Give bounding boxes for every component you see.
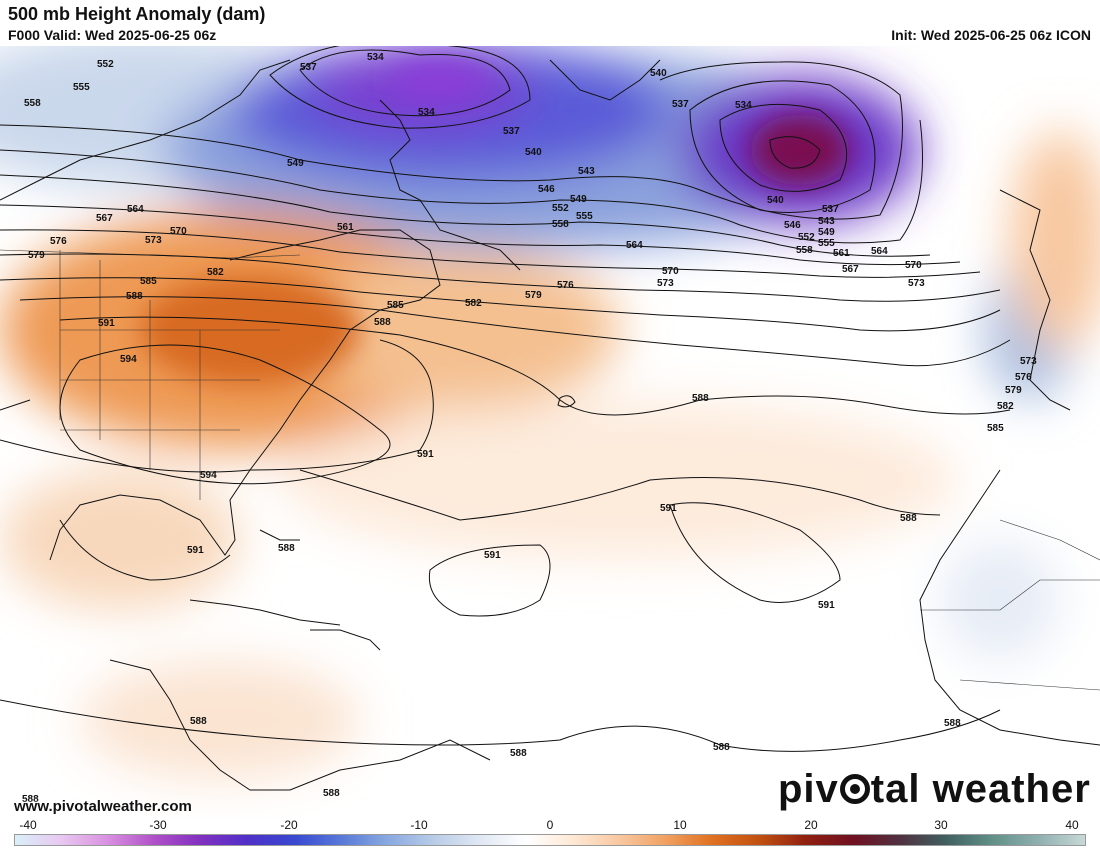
- contour-label: 570: [905, 260, 922, 271]
- contour-label: 549: [818, 227, 835, 238]
- contour-label: 534: [367, 52, 384, 63]
- contour-label: 588: [323, 788, 340, 799]
- contour-label: 573: [908, 278, 925, 289]
- contour-label: 543: [818, 216, 835, 227]
- coastlines: [0, 59, 1100, 791]
- contour-label: 588: [190, 716, 207, 727]
- contour-label: 591: [484, 550, 501, 561]
- contour-label: 564: [626, 240, 643, 251]
- contour-label: 588: [374, 317, 391, 328]
- contour-label: 537: [503, 126, 520, 137]
- contour-label: 564: [871, 246, 888, 257]
- contour-label: 573: [1020, 356, 1037, 367]
- contour-label: 570: [662, 266, 679, 277]
- colorbar-tick: -30: [149, 818, 167, 832]
- contour-label: 594: [120, 354, 137, 365]
- contour-label: 582: [207, 267, 224, 278]
- contour-label: 585: [387, 300, 404, 311]
- website-url: www.pivotalweather.com: [14, 798, 192, 815]
- contour-label: 555: [73, 82, 90, 93]
- colorbar-tick: -40: [19, 818, 37, 832]
- contour-label: 552: [798, 232, 815, 243]
- contour-label: 588: [692, 393, 709, 404]
- contour-label: 588: [944, 718, 961, 729]
- contour-label: 585: [987, 423, 1004, 434]
- contour-label: 573: [145, 235, 162, 246]
- contour-label: 540: [767, 195, 784, 206]
- contour-label: 558: [24, 98, 41, 109]
- contour-label: 591: [187, 545, 204, 556]
- contour-label: 570: [170, 226, 187, 237]
- init-time: Init: Wed 2025-06-25 06z ICON: [891, 27, 1091, 43]
- contour-label: 579: [525, 290, 542, 301]
- contour-label: 552: [552, 203, 569, 214]
- contour-label: 564: [127, 204, 144, 215]
- contour-label: 588: [126, 291, 143, 302]
- colorbar-tick: -10: [410, 818, 428, 832]
- contour-label: 555: [818, 238, 835, 249]
- colorbar-tick: 0: [546, 818, 554, 832]
- map-title: 500 mb Height Anomaly (dam): [8, 4, 266, 24]
- contour-label: 561: [337, 222, 354, 233]
- contour-label: 588: [713, 742, 730, 753]
- colorbar: [14, 834, 1086, 846]
- contour-label: 585: [140, 276, 157, 287]
- contour-label: 552: [97, 59, 114, 70]
- contour-label: 582: [465, 298, 482, 309]
- contour-label: 594: [200, 470, 217, 481]
- colorbar-tick: 20: [804, 818, 818, 832]
- contour-label: 573: [657, 278, 674, 289]
- contour-label: 537: [300, 62, 317, 73]
- contour-label: 537: [672, 99, 689, 110]
- contour-label: 540: [525, 147, 542, 158]
- brand-logo: piv tal weather: [778, 767, 1091, 812]
- contour-label: 534: [735, 100, 752, 111]
- gear-icon: [839, 774, 870, 804]
- contour-label: 567: [842, 264, 859, 275]
- colorbar-tick: 30: [934, 818, 948, 832]
- colorbar-tick: 10: [673, 818, 687, 832]
- contour-label: 576: [1015, 372, 1032, 383]
- contour-label: 534: [418, 107, 435, 118]
- contour-label: 591: [660, 503, 677, 514]
- header: 500 mb Height Anomaly (dam) F000 Valid: …: [0, 0, 1100, 46]
- contour-label: 540: [650, 68, 667, 79]
- contour-label: 579: [1005, 385, 1022, 396]
- brand-text-right: tal weather: [870, 767, 1091, 811]
- contour-label: 582: [997, 401, 1014, 412]
- contour-label: 549: [570, 194, 587, 205]
- contour-label: 546: [538, 184, 555, 195]
- contour-label: 546: [784, 220, 801, 231]
- contour-labels: 537 534 552 555 558 540 534 537 534 537 …: [22, 52, 1037, 805]
- contour-label: 567: [96, 213, 113, 224]
- brand-text-left: piv: [778, 767, 839, 811]
- contour-label: 543: [578, 166, 595, 177]
- contour-label: 591: [818, 600, 835, 611]
- contour-label: 549: [287, 158, 304, 169]
- contour-label: 558: [796, 245, 813, 256]
- colorbar-labels: -40 -30 -20 -10 0 10 20 30 40: [0, 818, 1100, 834]
- contour-label: 561: [833, 248, 850, 259]
- anomaly-field: [0, 46, 1100, 780]
- contour-label: 591: [98, 318, 115, 329]
- contour-label: 537: [822, 204, 839, 215]
- contour-label: 579: [28, 250, 45, 261]
- valid-time: F000 Valid: Wed 2025-06-25 06z: [8, 27, 217, 43]
- colorbar-tick: -20: [280, 818, 298, 832]
- contour-label: 588: [510, 748, 527, 759]
- borders: [0, 249, 1100, 691]
- contour-label: 588: [278, 543, 295, 554]
- contour-label: 558: [552, 219, 569, 230]
- contour-label: 588: [900, 513, 917, 524]
- contour-label: 576: [50, 236, 67, 247]
- contour-label: 588: [22, 794, 39, 805]
- contour-label: 555: [576, 211, 593, 222]
- weather-map[interactable]: 537 534 552 555 558 540 534 537 534 537 …: [0, 46, 1100, 818]
- contour-label: 576: [557, 280, 574, 291]
- height-contours: [0, 46, 1011, 752]
- colorbar-tick: 40: [1065, 818, 1079, 832]
- contour-label: 591: [417, 449, 434, 460]
